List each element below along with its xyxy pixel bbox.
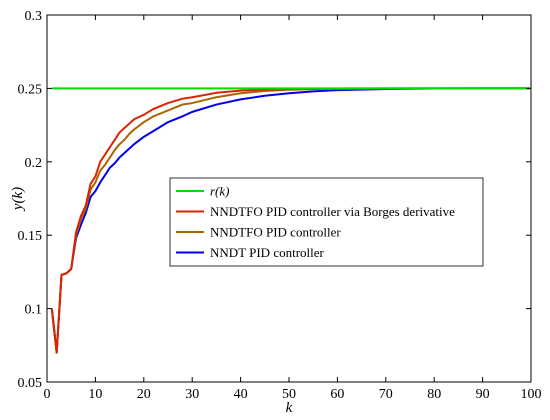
y-tick-label: 0.15	[18, 229, 43, 244]
x-tick-label: 0	[44, 387, 51, 402]
legend: r(k) NNDTFO PID controller via Borges der…	[169, 177, 484, 267]
x-axis-label: k	[286, 400, 293, 416]
y-axis-label: y(k)	[10, 187, 26, 212]
x-tick-label: 40	[234, 387, 248, 402]
x-tick-label: 60	[330, 387, 344, 402]
series-lines	[50, 87, 531, 354]
y-tick-label: 0.2	[25, 156, 43, 171]
x-tick-label: 30	[185, 387, 199, 402]
x-tick-label: 80	[427, 387, 441, 402]
y-tick-label: 0.25	[18, 82, 43, 97]
legend-label-3: NNDT PID controller	[210, 245, 325, 260]
y-tick-label: 0.1	[25, 303, 43, 318]
legend-box	[169, 177, 484, 267]
legend-label-2: NNDTFO PID controller	[210, 225, 341, 240]
x-tick-label: 20	[137, 387, 151, 402]
x-tick-label: 70	[379, 387, 393, 402]
x-tick-label: 10	[88, 387, 102, 402]
x-tick-label: 50	[282, 387, 296, 402]
legend-label-1: NNDTFO PID controller via Borges derivat…	[210, 204, 455, 219]
series-line-3	[50, 87, 531, 354]
y-axis-ticks: 0.05 0.1 0.15 0.2 0.25 0.3	[18, 9, 531, 391]
y-tick-label: 0.3	[25, 9, 43, 24]
x-tick-label: 90	[476, 387, 490, 402]
legend-label-0: r(k)	[210, 184, 230, 199]
x-axis-ticks: 0 10 20 30 40 50 60 70 80 90 100	[44, 15, 542, 402]
x-tick-label: 100	[521, 387, 542, 402]
y-tick-label: 0.05	[18, 376, 43, 391]
